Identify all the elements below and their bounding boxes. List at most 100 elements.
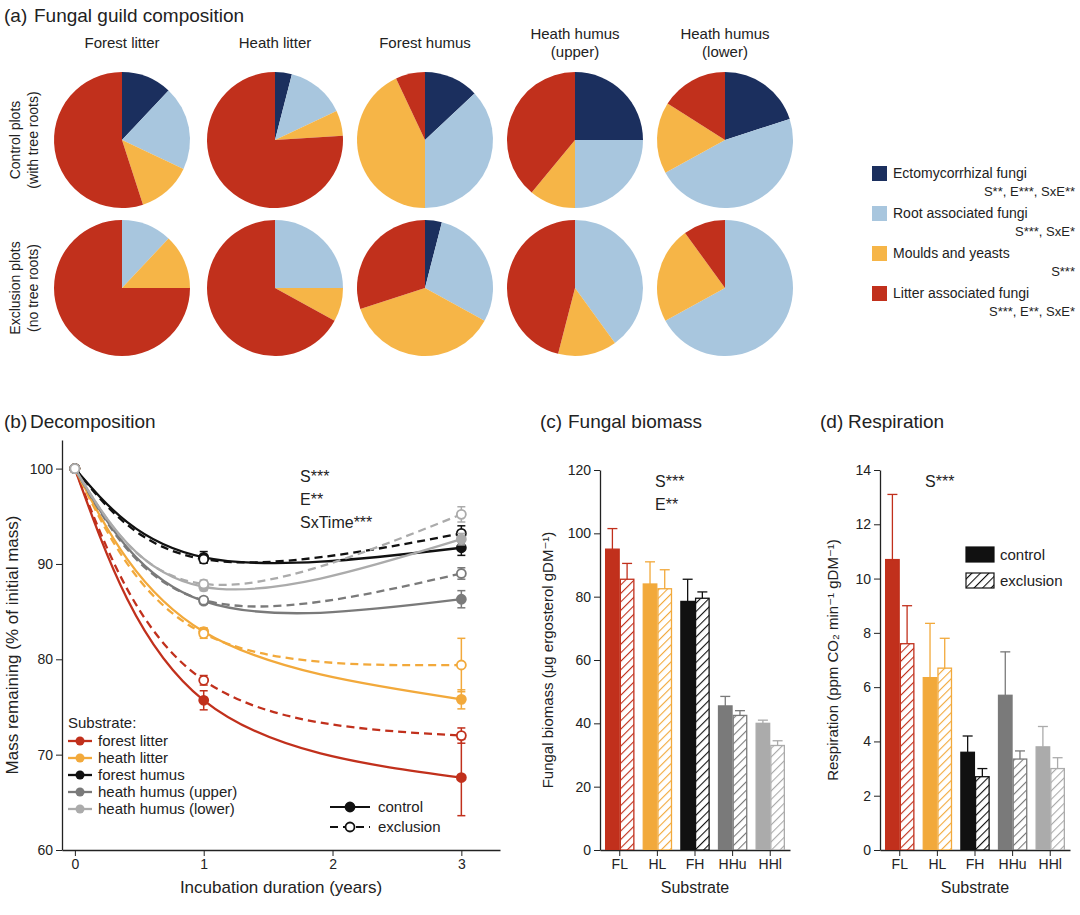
tick-label: 0 bbox=[583, 842, 591, 858]
tick-label: 0 bbox=[863, 842, 871, 858]
title: Fungal guild composition bbox=[34, 5, 244, 26]
tick-mark bbox=[874, 633, 880, 634]
tick: HL bbox=[648, 850, 666, 872]
legend-swatch bbox=[966, 547, 994, 562]
line bbox=[75, 469, 461, 614]
pie-slice bbox=[507, 72, 575, 192]
plot-area bbox=[70, 464, 465, 816]
error-bar bbox=[902, 606, 912, 644]
point bbox=[70, 464, 79, 473]
legend-stats: S*** bbox=[1051, 264, 1075, 279]
tick-label: 90 bbox=[37, 556, 53, 572]
panel-label: (d) bbox=[820, 411, 843, 432]
legend-label: exclusion bbox=[378, 818, 441, 835]
tick-mark bbox=[874, 524, 880, 525]
pie-slice bbox=[357, 220, 425, 309]
pie bbox=[657, 72, 793, 208]
tick-label: 0 bbox=[71, 856, 79, 872]
point bbox=[199, 597, 208, 606]
tick-label: 4 bbox=[863, 733, 871, 749]
tick-mark bbox=[594, 533, 600, 534]
axis: 02468101214 bbox=[855, 462, 880, 858]
bar bbox=[976, 777, 990, 850]
tick-mark bbox=[56, 755, 62, 756]
error-bar bbox=[1053, 758, 1063, 769]
title: Respiration bbox=[848, 411, 944, 432]
line bbox=[75, 469, 461, 590]
tick-label: 60 bbox=[37, 842, 53, 858]
tick: 2 bbox=[329, 850, 337, 872]
bar bbox=[1013, 759, 1027, 850]
bar bbox=[643, 584, 657, 850]
point bbox=[457, 510, 466, 519]
error-bar bbox=[457, 638, 465, 691]
tick-mark bbox=[874, 687, 880, 688]
legend-swatch bbox=[872, 206, 887, 221]
legend-label: forest humus bbox=[98, 766, 185, 783]
bar bbox=[1051, 769, 1065, 850]
column-title: Heath litter bbox=[239, 34, 312, 51]
pie bbox=[507, 72, 643, 208]
tick: 2 bbox=[863, 788, 880, 804]
row-title: Control plots bbox=[7, 101, 23, 180]
annotation: S*** bbox=[300, 468, 329, 485]
tick-label: 3 bbox=[458, 856, 466, 872]
error-bar bbox=[200, 691, 208, 710]
legend-stats: S***, E**, SxE* bbox=[989, 304, 1075, 319]
tick: 100 bbox=[568, 525, 600, 541]
legend-swatch bbox=[966, 573, 994, 588]
error-bar bbox=[1038, 727, 1048, 747]
pie bbox=[357, 220, 493, 356]
axis-title: Incubation duration (years) bbox=[180, 878, 382, 897]
legend-label: Litter associated fungi bbox=[893, 285, 1029, 301]
point bbox=[457, 773, 466, 782]
axis-title: Substrate bbox=[941, 879, 1010, 896]
tick: 80 bbox=[37, 651, 62, 667]
tick: FL bbox=[612, 850, 629, 872]
annotation: E** bbox=[300, 491, 323, 508]
tick: 8 bbox=[863, 625, 880, 641]
tick-label: HL bbox=[928, 856, 946, 872]
tick: 70 bbox=[37, 747, 62, 763]
tick-label: 60 bbox=[575, 652, 591, 668]
error-bar bbox=[1000, 652, 1010, 695]
tick: HL bbox=[928, 850, 946, 872]
column-title: Heath humus bbox=[680, 25, 769, 42]
point bbox=[70, 464, 79, 473]
tick: 3 bbox=[458, 850, 466, 872]
bar bbox=[733, 715, 747, 850]
legend-label: control bbox=[378, 798, 423, 815]
pie-slice bbox=[54, 220, 190, 356]
tick-label: 70 bbox=[37, 747, 53, 763]
point bbox=[199, 629, 208, 638]
bar bbox=[696, 598, 710, 850]
point bbox=[199, 555, 208, 564]
legend-swatch bbox=[872, 246, 887, 261]
tick: 100 bbox=[30, 461, 62, 477]
title: Decomposition bbox=[30, 411, 156, 432]
tick: 10 bbox=[855, 571, 880, 587]
tick-label: FH bbox=[966, 856, 985, 872]
tick-label: 1 bbox=[200, 856, 208, 872]
tick-label: HHl bbox=[1039, 856, 1062, 872]
point bbox=[70, 464, 79, 473]
tick-mark bbox=[594, 470, 600, 471]
axis-line bbox=[600, 471, 601, 851]
legend-label: control bbox=[1000, 546, 1045, 563]
tick: HHl bbox=[1039, 850, 1062, 872]
tick-label: FH bbox=[686, 856, 705, 872]
tick: 6 bbox=[863, 679, 880, 695]
point bbox=[199, 579, 208, 588]
bar bbox=[719, 706, 733, 850]
tick-mark bbox=[56, 850, 62, 851]
legend-swatch bbox=[346, 803, 355, 812]
legend-swatch bbox=[76, 788, 85, 797]
figure: (a)Fungal guild compositionForest litter… bbox=[0, 0, 1080, 915]
tick: 120 bbox=[568, 462, 600, 478]
legend-label: heath litter bbox=[98, 749, 168, 766]
error-bar bbox=[925, 623, 935, 677]
pie-slice bbox=[275, 111, 343, 140]
legend-label: forest litter bbox=[98, 732, 168, 749]
pie-slice bbox=[668, 72, 725, 140]
panel-label: (a) bbox=[4, 5, 27, 26]
